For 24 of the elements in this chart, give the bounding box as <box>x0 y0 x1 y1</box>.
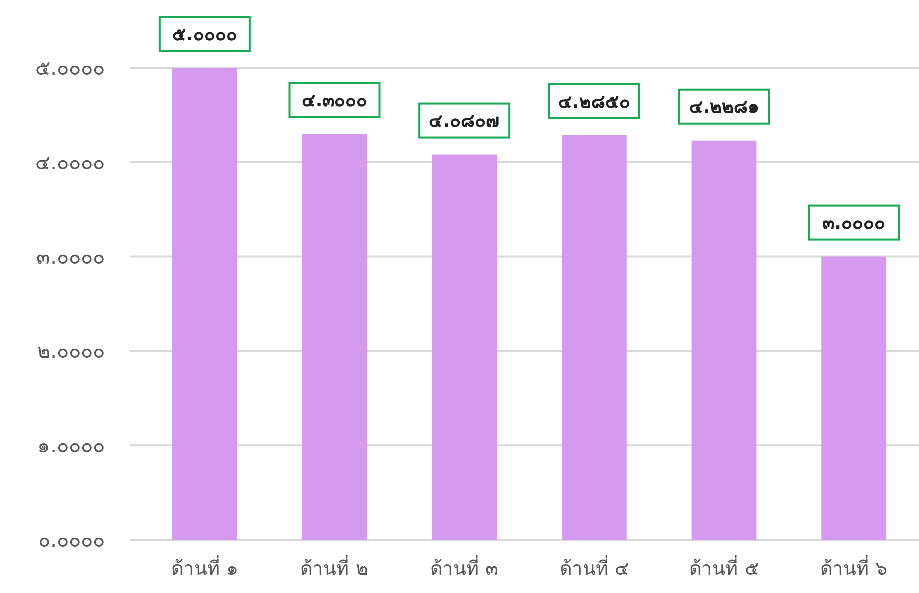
bar <box>302 134 368 540</box>
y-tick-label: ๑.๐๐๐๐ <box>38 434 105 458</box>
bar <box>172 68 238 540</box>
y-tick-label: ๕.๐๐๐๐ <box>36 56 105 80</box>
x-tick-label: ด้านที่ ๑ <box>171 555 238 580</box>
y-tick-label: ๔.๐๐๐๐ <box>36 150 105 174</box>
data-label: ๔.๐๘๐๗ <box>429 111 500 132</box>
y-tick-label: ๐.๐๐๐๐ <box>38 528 105 552</box>
x-tick-label: ด้านที่ ๓ <box>430 555 499 580</box>
bar <box>432 154 498 540</box>
y-tick-label: ๓.๐๐๐๐ <box>36 244 105 269</box>
bar <box>562 135 627 540</box>
x-tick-label: ด้านที่ ๖ <box>820 555 888 580</box>
data-label: ๔.๓๐๐๐ <box>302 90 368 112</box>
y-tick-label: ๒.๐๐๐๐ <box>38 339 105 364</box>
bar <box>822 256 887 540</box>
data-label: ๔.๒๘๕๐ <box>558 92 630 113</box>
x-tick-label: ด้านที่ ๔ <box>560 555 629 580</box>
x-tick-label: ด้านที่ ๕ <box>690 555 759 580</box>
data-label: ๔.๒๒๘๑ <box>689 97 760 118</box>
bar <box>692 140 757 540</box>
data-label: ๓.๐๐๐๐ <box>822 213 886 234</box>
data-label: ๕.๐๐๐๐ <box>172 24 238 46</box>
x-tick-label: ด้านที่ ๒ <box>300 555 369 580</box>
